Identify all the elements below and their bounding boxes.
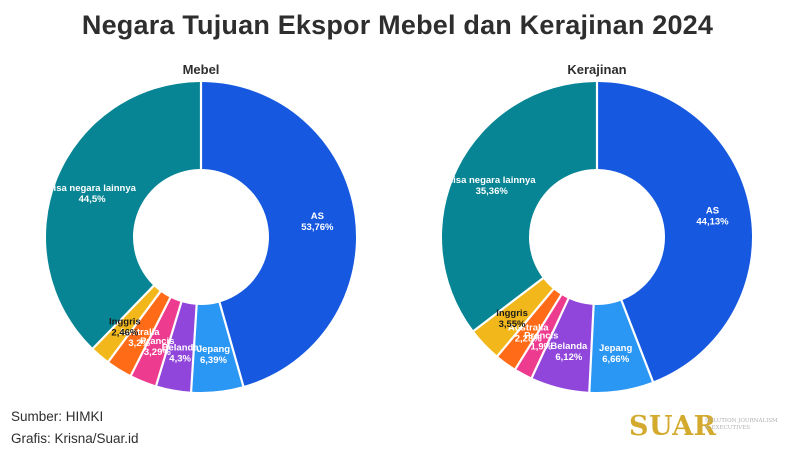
- donut-slice-inggris: [474, 279, 553, 356]
- slice-label: Prancis: [524, 330, 558, 341]
- donut-slice-as: [202, 82, 356, 386]
- slice-value-label: 53,76%: [301, 222, 334, 233]
- donut-slice-prancis: [516, 295, 568, 378]
- donut-slice-sisa-negara-lainnya: [442, 82, 596, 331]
- slice-label: Belanda: [550, 341, 588, 352]
- donut-slice-jepang: [192, 302, 243, 392]
- donut-slice-belanda: [157, 302, 196, 392]
- slice-value-label: 4,3%: [169, 354, 191, 365]
- credit-note: Grafis: Krisna/Suar.id: [11, 431, 139, 446]
- slice-label: AS: [706, 205, 719, 216]
- donut-slice-belanda: [532, 299, 593, 392]
- slice-label: sisa negara lainnya: [48, 183, 136, 194]
- suar-logo: SUAR: [629, 411, 717, 442]
- slice-value-label: 3,29%: [144, 347, 171, 358]
- slice-value-label: 2,28%: [515, 333, 542, 344]
- logo-tagline-line: & EXECUTIVES: [705, 425, 751, 431]
- slice-value-label: 1,9%: [530, 341, 552, 352]
- slice-value-label: 6,12%: [555, 352, 582, 363]
- slice-value-label: 35,36%: [476, 186, 509, 197]
- donut-slice-jepang: [590, 300, 652, 392]
- slice-value-label: 6,66%: [602, 354, 629, 365]
- slice-label: Jepang: [599, 343, 632, 354]
- slice-label: Inggris: [109, 317, 141, 328]
- donut-subtitle: Kerajinan: [567, 62, 626, 77]
- slice-label: Australia: [508, 322, 549, 333]
- slice-label: Australia: [119, 327, 160, 338]
- slice-label: AS: [311, 211, 324, 222]
- slice-label: Belanda: [162, 343, 200, 354]
- source-note: Sumber: HIMKI: [11, 409, 104, 424]
- slice-label: Prancis: [140, 336, 174, 347]
- chart-title: Negara Tujuan Ekspor Mebel dan Kerajinan…: [81, 10, 714, 40]
- slice-value-label: 3,2%: [128, 338, 150, 349]
- slice-label: Inggris: [496, 308, 528, 319]
- donut-slice-inggris: [93, 286, 160, 361]
- donut-slice-prancis: [132, 298, 181, 386]
- slice-value-label: 3,55%: [499, 319, 526, 330]
- slice-value-label: 44,5%: [79, 194, 106, 205]
- donut-slice-australia: [498, 289, 561, 369]
- logo-tagline: SOLUTION JOURNALISM & EXECUTIVES: [705, 418, 795, 432]
- donut-slice-australia: [109, 292, 170, 375]
- donut-slice-sisa-negara-lainnya: [45, 82, 200, 348]
- slice-label: sisa negara lainnya: [448, 175, 536, 186]
- slice-value-label: 44,13%: [696, 216, 729, 227]
- donut-slice-as: [598, 82, 752, 382]
- donut-subtitle: Mebel: [183, 62, 220, 77]
- logo-tagline-line: SOLUTION JOURNALISM: [705, 418, 778, 424]
- slice-value-label: 6,39%: [200, 355, 227, 366]
- slice-value-label: 2,46%: [111, 328, 138, 339]
- slice-label: Jepang: [197, 344, 230, 355]
